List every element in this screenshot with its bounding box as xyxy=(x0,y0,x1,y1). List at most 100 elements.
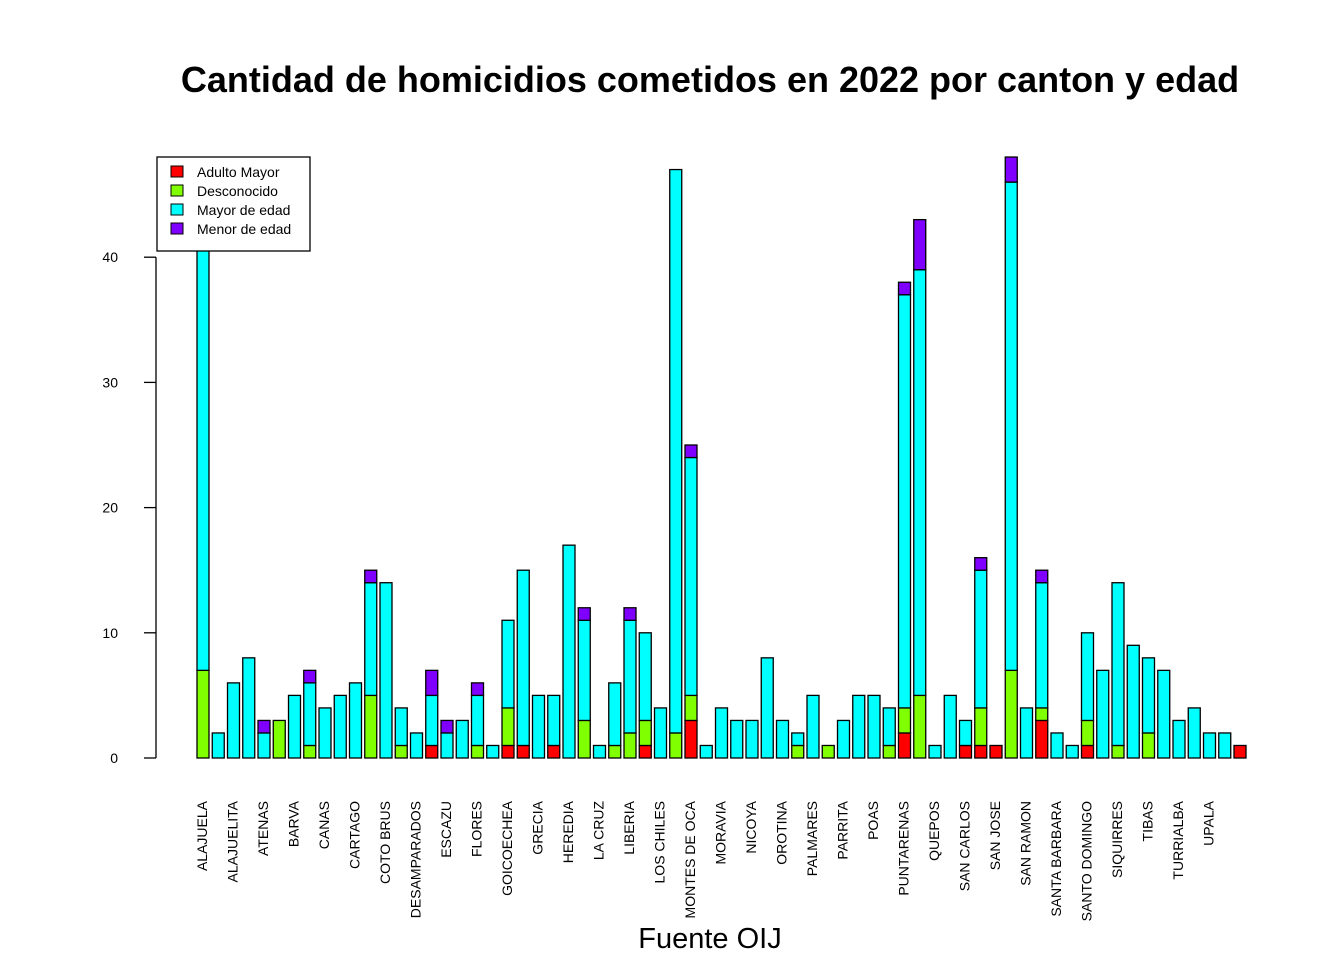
bar-segment xyxy=(470,694,485,747)
bar-segment xyxy=(1080,744,1095,759)
bar-segment xyxy=(958,719,973,747)
bar-segment xyxy=(943,694,957,759)
bar-segment xyxy=(348,682,363,759)
bar-segment xyxy=(364,582,378,697)
bar-segment xyxy=(196,244,210,672)
category-label: OROTINA xyxy=(774,800,790,864)
bar-segment xyxy=(1141,657,1156,734)
bar-segment xyxy=(242,657,256,759)
bar-segment xyxy=(1004,181,1018,672)
bar-segment xyxy=(486,744,500,759)
bar-segment xyxy=(1157,669,1171,759)
bar-segment xyxy=(684,444,698,459)
bar-segment xyxy=(577,619,591,722)
bar-segment xyxy=(608,682,622,747)
bar-segment xyxy=(1004,669,1018,759)
bar-segment xyxy=(821,744,835,759)
y-tick-label: 40 xyxy=(102,249,118,265)
bar-segment xyxy=(1126,644,1140,759)
bar-segment xyxy=(1050,732,1064,759)
bar-segment xyxy=(852,694,866,759)
bar-segment xyxy=(440,732,454,759)
legend-swatch xyxy=(170,165,184,178)
bar-segment xyxy=(638,632,652,722)
category-label: CARTAGO xyxy=(347,801,363,869)
bar-segment xyxy=(257,732,271,759)
bar-segment xyxy=(1187,707,1201,759)
bar-segment xyxy=(516,569,530,747)
bar-segment xyxy=(425,694,439,747)
bar-segment xyxy=(501,744,515,759)
bar-segment xyxy=(501,619,515,709)
bar-segment xyxy=(836,719,851,759)
category-label: ALAJUELA xyxy=(194,800,210,871)
bar-segment xyxy=(455,719,469,759)
legend-swatch xyxy=(170,222,184,235)
bar-segment xyxy=(303,682,317,747)
bar-segment xyxy=(364,694,378,759)
y-tick-label: 10 xyxy=(102,625,118,641)
bar-segment xyxy=(1218,732,1232,759)
category-label: GRECIA xyxy=(530,800,546,854)
category-label: BARVA xyxy=(286,800,302,847)
legend-swatch xyxy=(170,203,184,216)
bar-segment xyxy=(974,569,988,709)
category-labels: ALAJUELA ALAJUELITA ATENAS BARVA CANAS CARTAG… xyxy=(194,800,1217,921)
category-label: SIQUIRRES xyxy=(1109,801,1125,878)
category-label: FLORES xyxy=(469,801,485,857)
bar-segment xyxy=(669,168,683,734)
bar-segment xyxy=(501,707,515,747)
category-label: PARRITA xyxy=(835,800,851,859)
bar-segment xyxy=(669,732,683,759)
category-label: DESAMPARADOS xyxy=(408,801,424,918)
bar-segment xyxy=(1035,582,1049,709)
legend-label: Mayor de edad xyxy=(197,202,290,218)
bar-segment xyxy=(730,719,744,759)
category-label: ATENAS xyxy=(255,801,271,856)
category-label: COTO BRUS xyxy=(377,801,393,884)
y-axis: 0 10 20 30 40 xyxy=(102,249,157,766)
bar-segment xyxy=(897,281,912,296)
bar-segment xyxy=(913,218,927,271)
category-label: PUNTARENAS xyxy=(896,801,912,896)
bar-segment xyxy=(745,719,759,759)
x-axis-label: Fuente OIJ xyxy=(638,923,781,955)
bar-segment xyxy=(897,294,912,709)
bar-segment xyxy=(394,744,408,759)
bar-segment xyxy=(897,732,912,759)
bar-segment xyxy=(318,707,332,759)
bar-segment xyxy=(287,694,302,759)
category-label: LA CRUZ xyxy=(591,801,607,861)
bars xyxy=(196,156,1247,759)
bar-segment xyxy=(958,744,973,759)
bar-segment xyxy=(516,744,530,759)
bar-segment xyxy=(211,732,225,759)
bar-segment xyxy=(364,569,378,584)
bar-segment xyxy=(394,707,408,747)
bar-segment xyxy=(333,694,347,759)
bar-segment xyxy=(1202,732,1217,759)
category-label: QUEPOS xyxy=(926,801,942,861)
bar-segment xyxy=(425,669,439,697)
bar-segment xyxy=(577,719,591,759)
category-label: POAS xyxy=(865,801,881,840)
bar-segment xyxy=(1004,156,1018,183)
bar-segment xyxy=(974,707,988,747)
bar-segment xyxy=(775,719,790,759)
bar-segment xyxy=(623,619,637,734)
category-label: SAN RAMON xyxy=(1018,801,1034,886)
bar-segment xyxy=(226,682,241,759)
category-label: NICOYA xyxy=(743,800,759,853)
bar-segment xyxy=(531,694,546,759)
legend: Adulto Mayor Desconocido Mayor de edad Meno… xyxy=(156,156,311,252)
bar-segment xyxy=(623,607,637,621)
bar-segment xyxy=(714,707,729,759)
bar-segment xyxy=(913,269,927,697)
bar-segment xyxy=(867,694,881,759)
category-label: SAN CARLOS xyxy=(957,801,973,891)
bar-segment xyxy=(974,744,988,759)
bar-segment xyxy=(928,744,942,759)
category-label: TURRIALBA xyxy=(1170,800,1186,879)
bar-segment xyxy=(684,694,698,722)
